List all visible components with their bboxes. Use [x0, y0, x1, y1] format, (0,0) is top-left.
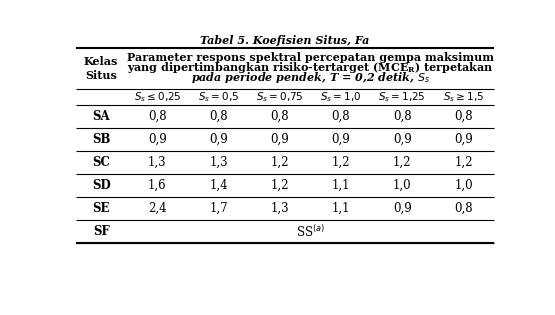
Text: 0,9: 0,9 [332, 133, 350, 146]
Text: Kelas
Situs: Kelas Situs [84, 56, 118, 81]
Text: 1,7: 1,7 [209, 202, 228, 215]
Text: SF: SF [93, 225, 109, 238]
Text: 0,8: 0,8 [454, 202, 473, 215]
Text: 1,3: 1,3 [270, 202, 289, 215]
Text: 0,9: 0,9 [148, 133, 166, 146]
Text: 1,2: 1,2 [270, 179, 289, 192]
Text: 1,2: 1,2 [454, 156, 473, 169]
Text: yang dipertimbangkan risiko-tertarget (MCE$_\mathregular{R}$) terpetakan: yang dipertimbangkan risiko-tertarget (M… [127, 60, 494, 75]
Text: $S_s = 1{,}25$: $S_s = 1{,}25$ [379, 90, 426, 104]
Text: 1,3: 1,3 [209, 156, 228, 169]
Text: 1,6: 1,6 [148, 179, 166, 192]
Text: SD: SD [92, 179, 110, 192]
Text: 0,9: 0,9 [393, 133, 412, 146]
Text: SC: SC [92, 156, 110, 169]
Text: 1,2: 1,2 [332, 156, 350, 169]
Text: 0,9: 0,9 [209, 133, 228, 146]
Text: SS$^{(a)}$: SS$^{(a)}$ [296, 224, 325, 240]
Text: 0,8: 0,8 [332, 110, 350, 123]
Text: 0,8: 0,8 [270, 110, 289, 123]
Text: SA: SA [92, 110, 110, 123]
Text: 0,8: 0,8 [209, 110, 228, 123]
Text: $S_s \leq 0{,}25$: $S_s \leq 0{,}25$ [134, 90, 181, 104]
Text: SE: SE [92, 202, 110, 215]
Text: 0,8: 0,8 [393, 110, 412, 123]
Text: 1,0: 1,0 [454, 179, 473, 192]
Text: $S_s = 0{,}5$: $S_s = 0{,}5$ [198, 90, 239, 104]
Text: 0,9: 0,9 [454, 133, 473, 146]
Text: $S_s = 1{,}0$: $S_s = 1{,}0$ [320, 90, 362, 104]
Text: 0,8: 0,8 [454, 110, 473, 123]
Text: 1,2: 1,2 [393, 156, 411, 169]
Text: 0,9: 0,9 [393, 202, 412, 215]
Text: Parameter respons spektral percepatan gempa maksimum: Parameter respons spektral percepatan ge… [127, 52, 494, 63]
Text: 1,4: 1,4 [209, 179, 228, 192]
Text: 1,1: 1,1 [332, 202, 350, 215]
Text: $S_s = 0{,}75$: $S_s = 0{,}75$ [256, 90, 304, 104]
Text: Tabel 5. Koefisien Situs, Fa: Tabel 5. Koefisien Situs, Fa [200, 35, 370, 46]
Text: 2,4: 2,4 [148, 202, 166, 215]
Text: pada periode pendek, T = 0,2 detik, $\mathit{S_s}$: pada periode pendek, T = 0,2 detik, $\ma… [191, 70, 430, 85]
Text: 1,3: 1,3 [148, 156, 166, 169]
Text: 0,9: 0,9 [270, 133, 289, 146]
Text: $S_s \geq 1{,}5$: $S_s \geq 1{,}5$ [443, 90, 484, 104]
Text: 0,8: 0,8 [148, 110, 166, 123]
Text: 1,1: 1,1 [332, 179, 350, 192]
Text: 1,2: 1,2 [270, 156, 289, 169]
Text: SB: SB [92, 133, 110, 146]
Text: 1,0: 1,0 [393, 179, 412, 192]
